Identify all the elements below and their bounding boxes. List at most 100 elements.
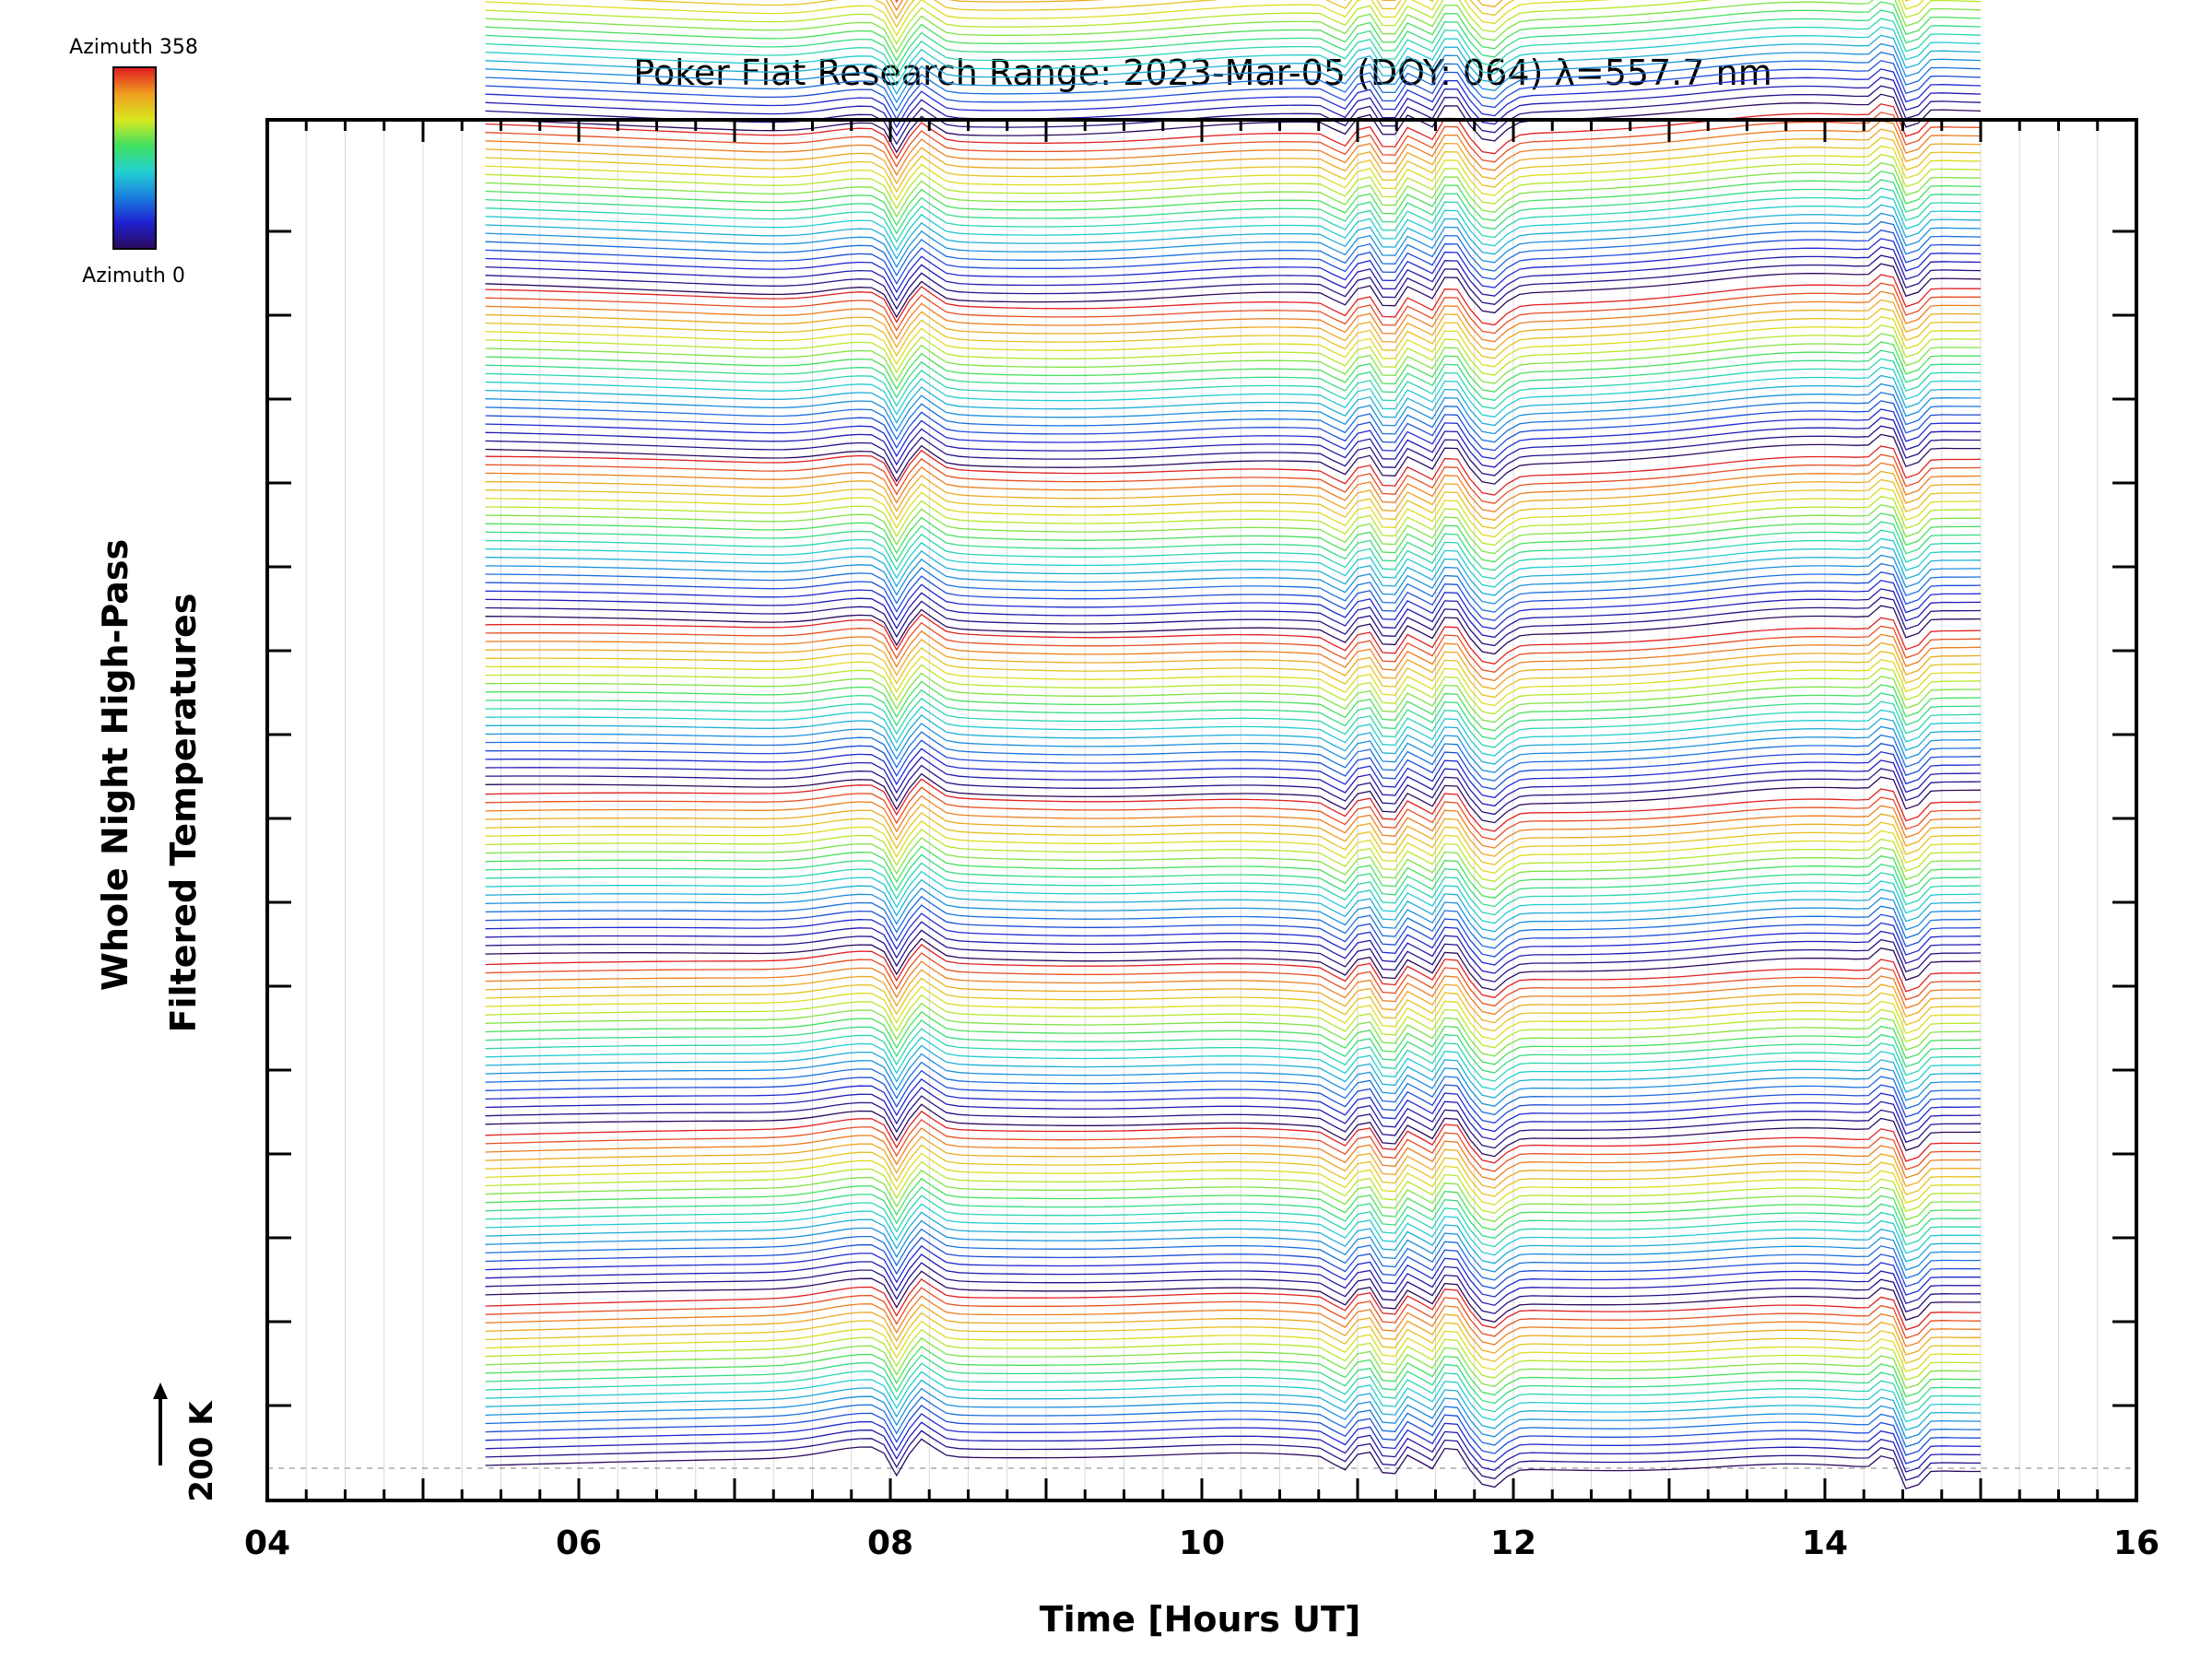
temperature-trace — [485, 229, 1982, 286]
colorbar-band — [114, 222, 155, 224]
temperature-trace — [485, 960, 1982, 1016]
colorbar-band — [114, 204, 155, 206]
colorbar-band — [114, 234, 155, 236]
colorbar-band — [114, 82, 155, 84]
temperature-trace — [485, 747, 1982, 799]
temperature-trace — [485, 1395, 1982, 1448]
colorbar-band — [114, 147, 155, 149]
temperature-trace — [485, 1336, 1981, 1390]
temperature-trace — [485, 994, 1982, 1049]
colorbar-band — [114, 219, 155, 221]
x-tick-labels: 04 06 08 10 12 14 16 — [244, 1524, 2159, 1562]
colorbar-band — [114, 187, 155, 189]
colorbar-band — [114, 230, 155, 232]
temperature-trace — [485, 870, 1982, 924]
temperature-trace — [485, 1144, 1982, 1197]
temperature-trace — [485, 495, 1982, 547]
colorbar-band — [114, 175, 155, 177]
colorbar-band — [114, 202, 155, 204]
colorbar-band — [114, 185, 155, 187]
colorbar-band — [114, 223, 155, 225]
colorbar-band — [114, 72, 155, 74]
temperature-trace — [485, 1095, 1982, 1149]
temperature-trace — [485, 246, 1982, 302]
colorbar-band — [114, 154, 155, 156]
temperature-trace — [485, 171, 1982, 227]
temperature-trace — [485, 366, 1981, 418]
colorbar-band — [114, 239, 155, 241]
x-tick-label: 06 — [556, 1524, 602, 1562]
colorbar-band — [114, 221, 155, 223]
colorbar-band — [114, 181, 155, 182]
temperature-trace — [485, 26, 1982, 88]
x-tick-label: 08 — [867, 1524, 913, 1562]
colorbar-band — [114, 242, 155, 244]
temperature-trace — [485, 204, 1982, 260]
x-tick-label: 14 — [1802, 1524, 1848, 1562]
temperature-trace — [485, 1002, 1982, 1057]
temperature-trace — [485, 1078, 1982, 1133]
colorbar-band — [114, 114, 155, 116]
colorbar-band — [114, 156, 155, 158]
colorbar-band — [114, 148, 155, 150]
colorbar-band — [114, 237, 155, 239]
colorbar-band — [114, 238, 155, 240]
colorbar-band — [114, 123, 155, 124]
colorbar-band — [114, 92, 155, 94]
temperature-trace — [485, 862, 1982, 916]
colorbar-band — [114, 177, 155, 179]
colorbar-band — [114, 191, 155, 193]
temperature-trace — [485, 0, 1982, 53]
temperature-trace — [485, 723, 1982, 773]
colorbar-band — [114, 99, 155, 100]
temperature-trace — [485, 400, 1981, 452]
colorbar-gradient — [114, 68, 155, 249]
temperature-trace — [485, 1036, 1982, 1090]
colorbar-band — [114, 110, 155, 112]
temperature-trace — [485, 1245, 1981, 1298]
x-tick-label: 12 — [1490, 1524, 1536, 1562]
temperature-trace — [485, 433, 1981, 485]
colorbar-band — [114, 140, 155, 142]
temperature-trace — [485, 161, 1982, 218]
scale-bar-label: 200 K — [183, 1400, 220, 1502]
temperature-trace — [485, 621, 1982, 673]
temperature-trace — [485, 68, 1982, 129]
temperature-trace — [485, 462, 1982, 512]
temperature-trace — [485, 1028, 1982, 1082]
colorbar-band — [114, 173, 155, 175]
temperature-trace — [485, 187, 1982, 243]
colorbar-band — [114, 131, 155, 133]
colorbar-band — [114, 95, 155, 97]
temperature-trace — [485, 425, 1981, 477]
colorbar-band — [114, 178, 155, 180]
colorbar-band — [114, 172, 155, 174]
colorbar-band — [114, 192, 155, 194]
temperature-trace — [485, 290, 1981, 343]
temperature-trace — [485, 195, 1982, 252]
temperature-trace — [485, 212, 1982, 268]
temperature-trace — [485, 1103, 1982, 1158]
temperature-trace — [485, 487, 1982, 538]
temperature-trace — [485, 803, 1982, 857]
colorbar-band — [114, 233, 155, 235]
temperature-trace — [485, 470, 1982, 521]
temperature-trace — [485, 969, 1982, 1024]
temperature-trace — [485, 714, 1982, 765]
temperature-trace — [485, 705, 1982, 757]
temperature-trace — [485, 1053, 1982, 1108]
colorbar-band — [114, 101, 155, 103]
colorbar-band — [114, 109, 155, 111]
temperature-trace — [485, 739, 1982, 790]
colorbar-band — [114, 179, 155, 181]
temperature-trace — [485, 374, 1981, 427]
colorbar-band — [114, 115, 155, 117]
colorbar-band — [114, 146, 155, 147]
colorbar-band — [114, 135, 155, 137]
colorbar-band — [114, 145, 155, 147]
colorbar-band — [114, 158, 155, 159]
temperature-trace — [485, 655, 1982, 707]
colorbar-band — [114, 231, 155, 233]
temperature-trace — [485, 1069, 1982, 1124]
colorbar-band — [114, 205, 155, 206]
